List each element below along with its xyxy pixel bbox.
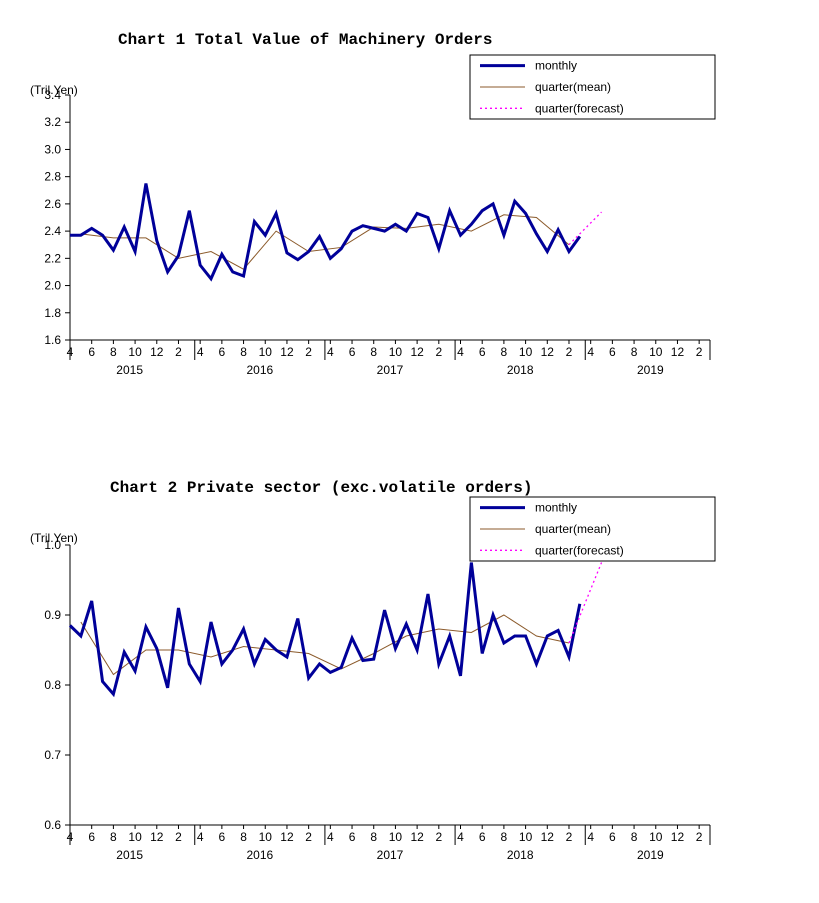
chart1-xtick: 8 — [240, 345, 247, 359]
chart1-xtick: 10 — [519, 345, 533, 359]
chart2-xtick: 6 — [219, 830, 226, 844]
chart2-xtick: 12 — [410, 830, 424, 844]
chart1-ytick: 2.8 — [44, 170, 61, 184]
chart2-xtick: 10 — [519, 830, 533, 844]
chart2-xtick: 8 — [501, 830, 508, 844]
chart1-xtick: 8 — [631, 345, 638, 359]
chart1-xtick: 4 — [587, 345, 594, 359]
chart2-xtick: 10 — [128, 830, 142, 844]
chart2-xtick: 8 — [370, 830, 377, 844]
chart2-xtick: 6 — [479, 830, 486, 844]
chart2-legend-label-qmean: quarter(mean) — [535, 522, 611, 536]
chart2-ytick: 0.7 — [44, 748, 61, 762]
chart2-xtick: 8 — [240, 830, 247, 844]
chart2-xtick: 10 — [259, 830, 273, 844]
chart2-monthly-line — [70, 563, 580, 695]
chart2-xtick: 4 — [197, 830, 204, 844]
chart1-xtick: 8 — [370, 345, 377, 359]
page-root: Chart 1 Total Value of Machinery Orders(… — [0, 0, 819, 903]
chart1-xtick: 10 — [128, 345, 142, 359]
chart2-ytick: 0.9 — [44, 608, 61, 622]
chart2-xtick: 8 — [110, 830, 117, 844]
chart1-ytick: 1.6 — [44, 333, 61, 347]
chart1-year-label: 2015 — [116, 363, 143, 377]
chart1-xtick: 8 — [110, 345, 117, 359]
chart2-year-label: 2017 — [377, 848, 404, 862]
chart1-ytick: 3.4 — [44, 88, 61, 102]
chart1-xtick: 12 — [671, 345, 685, 359]
chart2-xtick: 6 — [349, 830, 356, 844]
chart1-ytick: 3.2 — [44, 115, 61, 129]
chart1-xtick: 12 — [410, 345, 424, 359]
chart1-xtick: 8 — [501, 345, 508, 359]
chart1-xtick: 12 — [150, 345, 164, 359]
chart1-xtick: 4 — [327, 345, 334, 359]
chart1-xtick: 2 — [435, 345, 442, 359]
chart1-legend-label-qforecast: quarter(forecast) — [535, 101, 624, 115]
chart1-xtick: 6 — [349, 345, 356, 359]
chart2-xtick: 12 — [541, 830, 555, 844]
chart2-xtick: 10 — [389, 830, 403, 844]
chart1-xtick: 6 — [88, 345, 95, 359]
chart2-year-label: 2016 — [246, 848, 273, 862]
chart1-xtick: 12 — [280, 345, 294, 359]
chart2-xtick: 6 — [609, 830, 616, 844]
chart1-xtick: 2 — [175, 345, 182, 359]
chart2-xtick: 6 — [88, 830, 95, 844]
chart1-legend-label-monthly: monthly — [535, 59, 577, 73]
chart1-xtick: 4 — [197, 345, 204, 359]
chart1-ytick: 2.0 — [44, 279, 61, 293]
chart2-xtick: 4 — [587, 830, 594, 844]
chart1-year-label: 2018 — [507, 363, 534, 377]
chart2-xtick: 2 — [305, 830, 312, 844]
chart2-xtick: 12 — [671, 830, 685, 844]
chart1-xtick: 10 — [389, 345, 403, 359]
chart1-title: Chart 1 Total Value of Machinery Orders — [118, 31, 492, 49]
chart1-xtick: 4 — [457, 345, 464, 359]
chart1-legend-label-qmean: quarter(mean) — [535, 80, 611, 94]
chart2-xtick: 4 — [457, 830, 464, 844]
chart1-xtick: 2 — [696, 345, 703, 359]
chart2-legend-label-qforecast: quarter(forecast) — [535, 543, 624, 557]
chart1-ytick: 2.6 — [44, 197, 61, 211]
chart2-xtick: 2 — [566, 830, 573, 844]
chart1-ytick: 3.0 — [44, 142, 61, 156]
chart1-year-label: 2016 — [246, 363, 273, 377]
charts-svg: Chart 1 Total Value of Machinery Orders(… — [0, 0, 819, 903]
chart2-xtick: 8 — [631, 830, 638, 844]
chart1-ytick: 2.2 — [44, 251, 61, 265]
chart2-year-label: 2015 — [116, 848, 143, 862]
chart1-xtick: 6 — [609, 345, 616, 359]
chart2-xtick: 12 — [280, 830, 294, 844]
chart2-ytick: 0.6 — [44, 818, 61, 832]
chart2-legend-label-monthly: monthly — [535, 501, 577, 515]
chart1-ytick: 1.8 — [44, 306, 61, 320]
chart1-xtick: 10 — [649, 345, 663, 359]
chart2-xtick: 2 — [435, 830, 442, 844]
chart2-xtick: 12 — [150, 830, 164, 844]
chart2-xtick: 2 — [696, 830, 703, 844]
chart1-xtick: 6 — [479, 345, 486, 359]
chart2-xtick: 10 — [649, 830, 663, 844]
chart1-xtick: 10 — [259, 345, 273, 359]
chart1-xtick: 6 — [219, 345, 226, 359]
chart2-ytick: 0.8 — [44, 678, 61, 692]
chart1-year-label: 2019 — [637, 363, 664, 377]
chart1-xtick: 2 — [566, 345, 573, 359]
chart1-year-label: 2017 — [377, 363, 404, 377]
chart1-xtick: 2 — [305, 345, 312, 359]
chart2-xtick: 2 — [175, 830, 182, 844]
chart1-monthly-line — [70, 183, 580, 278]
chart2-year-label: 2019 — [637, 848, 664, 862]
chart2-ytick: 1.0 — [44, 538, 61, 552]
chart1-xtick: 12 — [541, 345, 555, 359]
chart2-year-label: 2018 — [507, 848, 534, 862]
chart2-xtick: 4 — [327, 830, 334, 844]
chart1-ytick: 2.4 — [44, 224, 61, 238]
chart1-quarter-forecast-line — [569, 212, 602, 245]
chart2-title: Chart 2 Private sector (exc.volatile ord… — [110, 479, 532, 497]
